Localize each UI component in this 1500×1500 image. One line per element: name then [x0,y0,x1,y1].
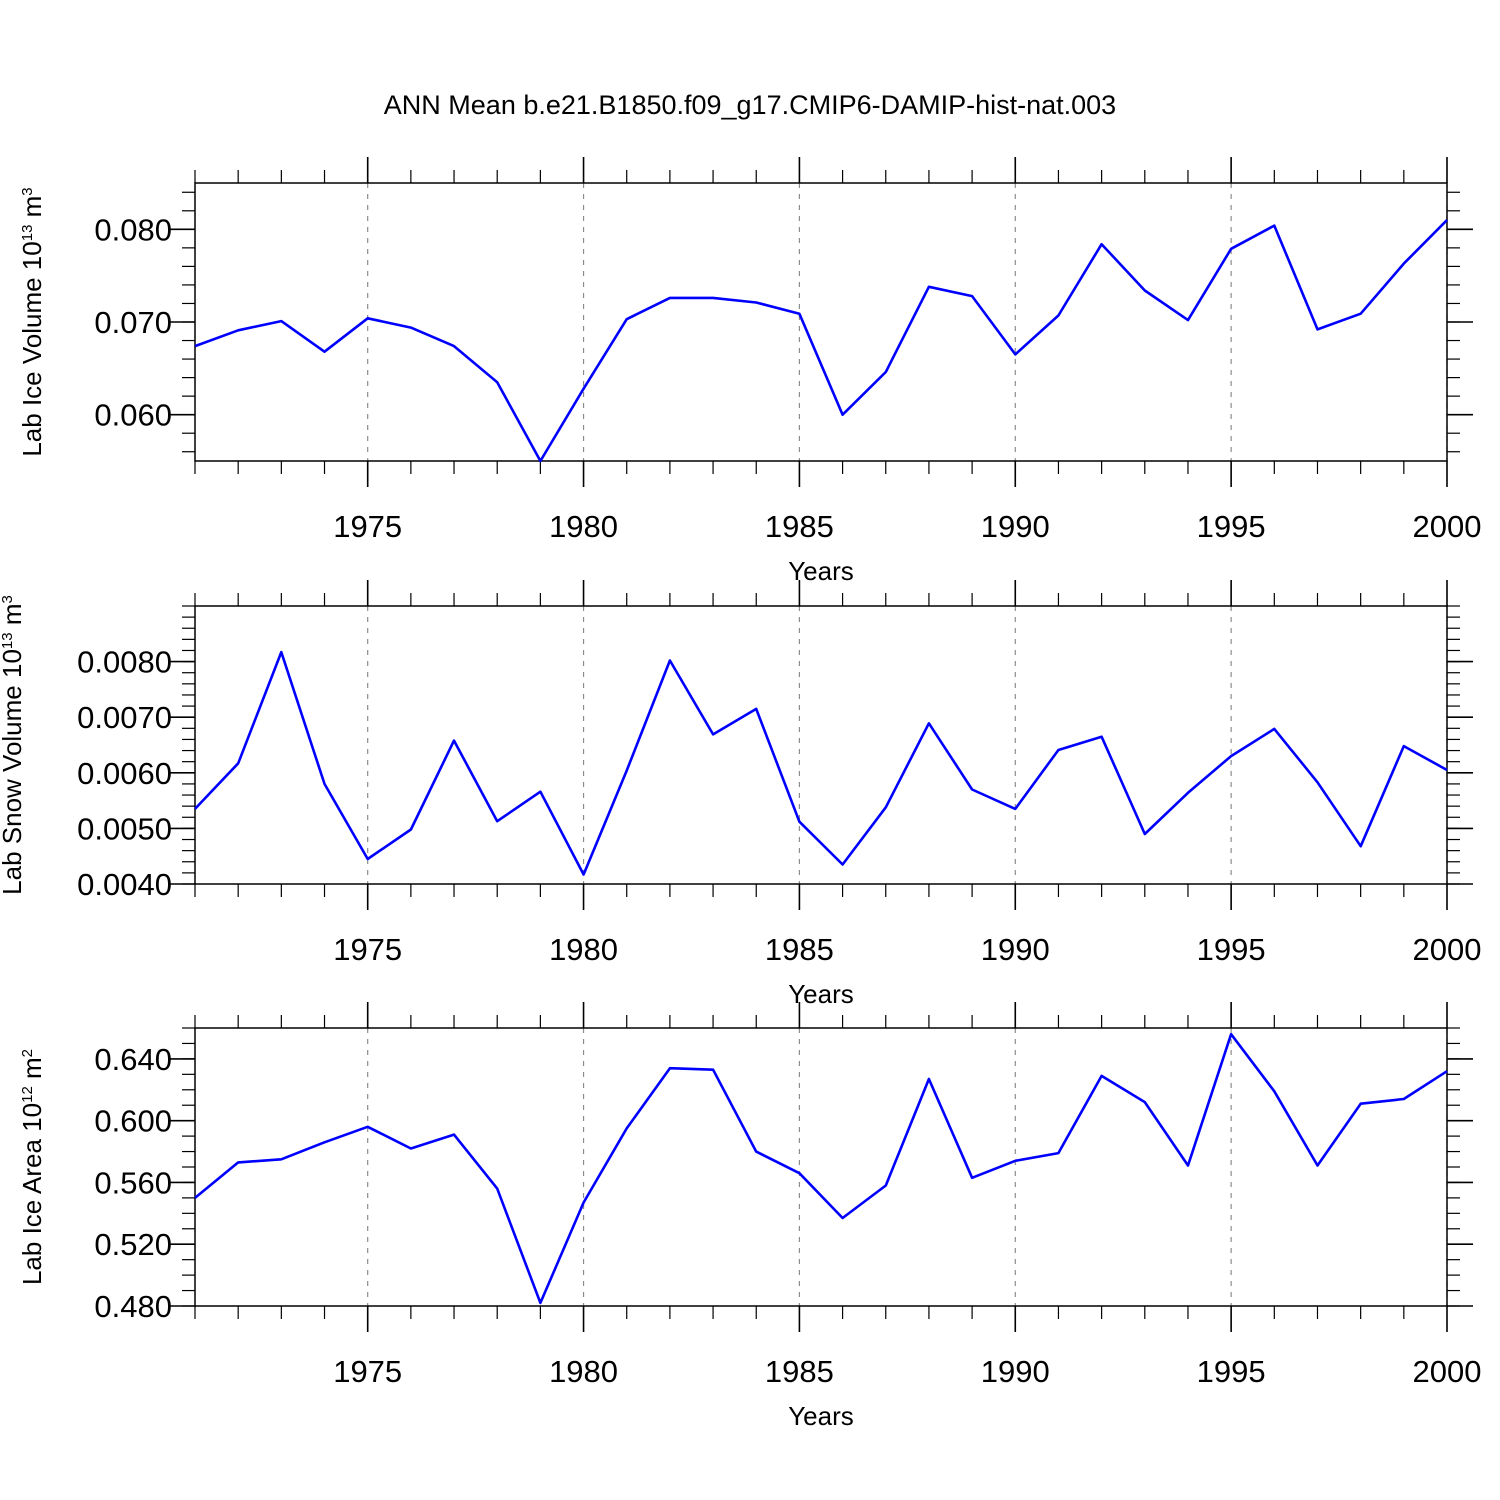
x-tick-label: 1985 [765,932,834,967]
snow-volume-panel: 1975 1980 1985 1990 1995 2000 0.0040 0.0050 0.00… [0,580,1481,1009]
x-tick-label: 2000 [1413,932,1482,967]
y-axis-label-unit-exp: 2 [19,1049,36,1057]
y-axis-label-unit-exp: 3 [0,595,16,603]
y-tick-label: 0.480 [94,1289,172,1324]
x-tick-label: 1975 [333,509,402,544]
y-tick-label: 0.0080 [77,645,172,680]
y-axis-label: Lab Snow Volume 1013 m3 [0,595,27,895]
y-tick-label: 0.080 [94,212,172,247]
y-axis-label: Lab Ice Area 1012 m2 [17,1049,47,1285]
y-axis-label: Lab Ice Volume 1013 m3 [17,187,47,456]
x-tick-label: 1975 [333,1354,402,1389]
y-axis-label-exp: 13 [19,225,36,242]
x-axis-label: Years [788,979,854,1009]
x-tick-label: 1985 [765,1354,834,1389]
y-tick-label: 0.0050 [77,811,172,846]
x-tick-label: 1985 [765,509,834,544]
x-axis-label: Years [788,1401,854,1431]
y-axis-label-text: Lab Ice Volume 10 [17,241,47,456]
ice-volume-series-line [194,219,1448,463]
x-tick-label: 1980 [549,1354,618,1389]
y-tick-label: 0.520 [94,1227,172,1262]
x-axis-label: Years [788,556,854,586]
x-tick-label: 1990 [981,1354,1050,1389]
y-axis-label-exp: 12 [19,1086,36,1103]
x-tick-label: 1995 [1197,932,1266,967]
figure-title: ANN Mean b.e21.B1850.f09_g17.CMIP6-DAMIP… [383,90,1117,120]
y-axis-label-text: Lab Ice Area 10 [17,1103,47,1285]
y-tick-label: 0.060 [94,398,172,433]
ice-volume-panel: 1975 1980 1985 1990 1995 2000 0.060 0.070 0.080 Y… [17,157,1481,586]
y-tick-label: 0.600 [94,1104,172,1139]
y-axis-label-text: Lab Snow Volume 10 [0,649,27,895]
y-tick-label: 0.0060 [77,756,172,791]
ice-area-panel: 1975 1980 1985 1990 1995 2000 0.480 0.520 0.560 0… [17,1002,1481,1431]
snow-volume-series-line [194,650,1448,876]
x-tick-label: 1990 [981,932,1050,967]
plot-frame [194,605,1448,885]
y-axis-label-unit-exp: 3 [19,187,36,195]
y-axis-label-exp: 13 [0,632,16,649]
y-tick-label: 0.0070 [77,700,172,735]
y-axis-label-unit: m [0,604,27,633]
ice-area-series-line [194,1032,1448,1305]
y-tick-label: 0.0040 [77,867,172,902]
y-tick-label: 0.070 [94,305,172,340]
x-tick-label: 1980 [549,509,618,544]
x-tick-label: 1975 [333,932,402,967]
y-axis-label-unit: m [17,196,47,225]
x-tick-label: 2000 [1413,1354,1482,1389]
x-tick-label: 2000 [1413,509,1482,544]
x-tick-label: 1980 [549,932,618,967]
x-tick-label: 1990 [981,509,1050,544]
x-tick-label: 1995 [1197,509,1266,544]
y-axis-label-unit: m [17,1057,47,1086]
x-tick-label: 1995 [1197,1354,1266,1389]
y-tick-label: 0.560 [94,1165,172,1200]
y-tick-label: 0.640 [94,1042,172,1077]
